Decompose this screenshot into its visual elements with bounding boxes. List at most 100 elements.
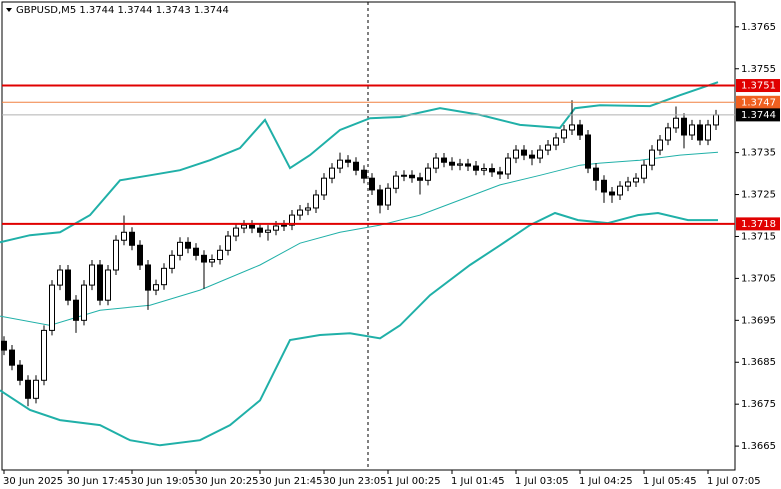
candle-body (545, 144, 551, 151)
candle-body (41, 329, 47, 381)
candle-body (713, 114, 719, 126)
y-tick-label: 1.3705 (741, 273, 776, 284)
price-tag (736, 217, 780, 231)
y-tick-label: 1.3725 (741, 190, 776, 201)
candle-body (25, 379, 31, 399)
candle-body (273, 225, 279, 231)
y-tick-label: 1.3665 (741, 441, 776, 452)
candle-body (649, 149, 655, 166)
candle-body (265, 229, 271, 233)
candle-body (113, 239, 119, 271)
x-tick-label: 1 Jul 04:25 (579, 476, 633, 487)
band-line (0, 81, 719, 244)
y-tick-label: 1.3765 (741, 22, 776, 33)
y-tick-label: 1.3755 (741, 64, 776, 75)
candle-body (57, 269, 63, 286)
candle-body (561, 129, 567, 139)
candle-body (409, 174, 415, 179)
candle-body (169, 254, 175, 269)
price-tag-label: 1.3747 (741, 97, 776, 108)
candle-body (121, 231, 127, 241)
x-tick-label: 30 Jun 19:05 (131, 476, 195, 487)
candle-body (345, 159, 351, 163)
candle-body (353, 161, 359, 171)
candle-body (1, 340, 7, 351)
candle-body (529, 154, 535, 159)
price-tag (736, 108, 780, 122)
candle-body (9, 349, 15, 366)
candle-body (233, 227, 239, 237)
candle-body (337, 159, 343, 169)
candle-body (401, 174, 407, 177)
candle-body (641, 164, 647, 179)
candle-body (681, 117, 687, 136)
candle-body (201, 254, 207, 263)
candle-body (689, 124, 695, 136)
candle-body (145, 264, 151, 291)
candle-body (569, 124, 575, 131)
y-tick-label: 1.3685 (741, 357, 776, 368)
candle-body (617, 185, 623, 196)
axes: 1.3765 1.3755 1.3735 1.3725 1.3715 1.3705 1.36… (3, 22, 776, 487)
candle-body (697, 124, 703, 141)
candle-body (609, 191, 615, 196)
x-tick-label: 30 Jun 23:05 (323, 476, 387, 487)
candle-body (297, 209, 303, 216)
candle-body (185, 241, 191, 249)
price-tag (736, 79, 780, 93)
candle-body (249, 224, 255, 229)
candle-body (369, 177, 375, 191)
y-tick-label: 1.3715 (741, 231, 776, 242)
price-tag-label: 1.3744 (741, 110, 776, 121)
candle-body (705, 124, 711, 141)
candle-body (137, 244, 143, 266)
menu-icon (6, 8, 12, 12)
candle-body (433, 157, 439, 169)
candle-body (665, 127, 671, 141)
candle-body (417, 177, 423, 181)
candle-body (193, 247, 199, 256)
candle-body (489, 168, 495, 173)
candle-body (497, 171, 503, 175)
x-tick-label: 30 Jun 20:25 (195, 476, 259, 487)
candle-body (577, 124, 583, 136)
x-tick-label: 1 Jul 03:05 (515, 476, 569, 487)
candle-body (537, 149, 543, 159)
x-tick-label: 30 Jun 2025 (3, 476, 63, 487)
price-tag-label: 1.3751 (741, 81, 776, 92)
candle-body (257, 227, 263, 233)
x-tick-label: 30 Jun 21:45 (259, 476, 323, 487)
candle-body (473, 165, 479, 171)
candle-body (313, 194, 319, 209)
x-tick-label: 1 Jul 05:45 (643, 476, 697, 487)
candle-body (241, 224, 247, 229)
candle-body (521, 149, 527, 156)
candle-body (633, 177, 639, 183)
candle-body (465, 163, 471, 167)
candle-body (449, 161, 455, 166)
candle-body (161, 267, 167, 286)
candle-body (217, 249, 223, 261)
candle-body (481, 168, 487, 171)
candle-body (377, 189, 383, 206)
levels: 1.3751 1.3747 1.3744 1.3718 (2, 79, 780, 231)
band-line (0, 151, 719, 326)
candle-body (625, 181, 631, 187)
chart-title: GBPUSD,M5 1.3744 1.3744 1.3743 1.3744 (16, 5, 229, 16)
candle-body (657, 139, 663, 151)
candle-body (457, 163, 463, 166)
candle-body (129, 231, 135, 246)
candle-body (553, 137, 559, 146)
candle-body (89, 264, 95, 286)
candle-body (593, 167, 599, 181)
candle-body (153, 284, 159, 291)
candle-body (329, 167, 335, 179)
candle-body (105, 269, 111, 301)
candle-body (441, 157, 447, 163)
candle-body (361, 169, 367, 179)
candle-body (321, 177, 327, 196)
candle-body (289, 214, 295, 226)
candle-body (305, 207, 311, 211)
candle-body (673, 117, 679, 129)
